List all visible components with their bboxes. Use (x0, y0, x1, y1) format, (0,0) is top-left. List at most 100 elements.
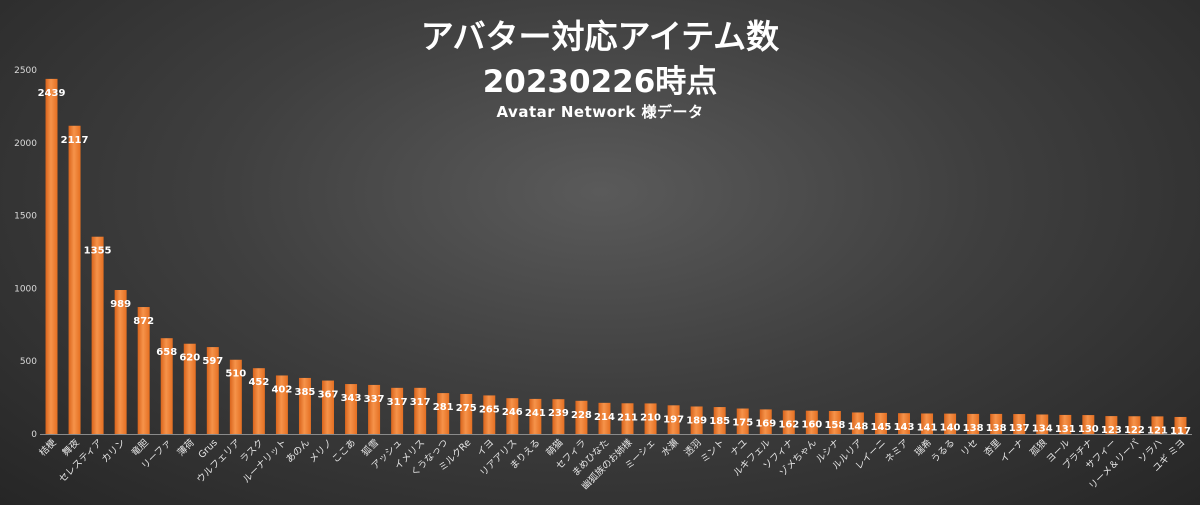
bar (1013, 414, 1026, 434)
x-tick-label: うるる (929, 437, 957, 465)
data-label: 265 (479, 404, 500, 415)
data-label: 402 (271, 384, 292, 395)
bar (137, 307, 150, 434)
bar (805, 410, 818, 434)
bar (851, 412, 864, 434)
bar (45, 78, 58, 434)
data-label: 158 (824, 420, 845, 431)
bar (1036, 414, 1049, 434)
x-tick-label: ネミア (883, 437, 911, 465)
bar (921, 413, 934, 434)
bar (1151, 416, 1164, 434)
data-label: 162 (778, 419, 799, 430)
bar (1105, 416, 1118, 434)
bar (944, 413, 957, 434)
axis-layer: 0 500 1000 1500 2000 2500 (14, 66, 1192, 440)
data-label: 317 (410, 397, 431, 408)
x-tick-label: メリノ (307, 437, 335, 465)
data-label: 337 (364, 394, 385, 405)
bar (206, 347, 219, 434)
bar (874, 412, 887, 434)
x-tick-label: リセ (959, 437, 980, 458)
data-label: 275 (456, 403, 477, 414)
data-label: 185 (709, 416, 730, 427)
data-label: 241 (525, 408, 546, 419)
bar (690, 406, 703, 434)
data-label: 872 (133, 316, 154, 327)
data-label: 452 (248, 377, 269, 388)
bar (91, 236, 104, 434)
x-tick-label: 薄荷 (175, 436, 197, 458)
x-tick-label: 桔梗 (37, 436, 59, 458)
data-label: 143 (894, 422, 915, 433)
x-tick-label: ここあ (330, 437, 358, 465)
data-label: 211 (617, 412, 638, 423)
bar (1128, 416, 1141, 434)
bar (713, 407, 726, 434)
bar (322, 380, 334, 434)
bar (898, 413, 910, 434)
data-label: 597 (202, 356, 223, 367)
bar (782, 410, 795, 434)
data-label: 317 (387, 397, 408, 408)
y-tick-label: 2000 (14, 139, 37, 149)
data-label: 239 (548, 408, 569, 419)
data-label: 189 (686, 415, 707, 426)
bar (529, 398, 542, 434)
data-label: 210 (640, 412, 661, 423)
bar (598, 402, 611, 434)
data-label: 620 (179, 353, 200, 364)
bar (252, 368, 265, 434)
data-label: 138 (963, 423, 984, 434)
bar (736, 408, 749, 434)
bar (667, 405, 680, 434)
data-label: 169 (755, 418, 776, 429)
data-label: 228 (571, 410, 592, 421)
x-tick-label: あのん (284, 437, 312, 465)
x-tick-label: 水瀬 (659, 436, 681, 458)
bar (275, 375, 288, 434)
data-label: 137 (1009, 423, 1030, 434)
chart-subtitle: 20230226時点 (482, 64, 718, 100)
bar (552, 399, 565, 434)
chart-source-note: Avatar Network 様データ (496, 103, 704, 121)
data-label: 122 (1124, 425, 1145, 436)
y-tick-label: 2500 (14, 66, 37, 76)
data-label: 121 (1147, 425, 1168, 436)
data-label: 281 (433, 402, 454, 413)
data-label: 989 (110, 299, 131, 310)
data-label: 2117 (61, 135, 89, 146)
bar (1082, 415, 1095, 434)
y-tick-label: 500 (20, 357, 37, 367)
bar (414, 387, 427, 434)
data-label: 131 (1055, 424, 1076, 435)
data-label: 2439 (38, 88, 66, 99)
data-label: 197 (663, 414, 684, 425)
data-label: 385 (295, 387, 316, 398)
data-label: 367 (318, 390, 339, 401)
bar (1174, 416, 1187, 434)
data-label: 160 (801, 420, 822, 431)
data-label: 117 (1170, 426, 1191, 437)
bar (506, 398, 519, 434)
bar (644, 403, 657, 434)
bar (828, 411, 841, 434)
y-tick-label: 1000 (14, 284, 37, 294)
y-tick-label: 0 (31, 430, 37, 440)
bar (759, 409, 772, 434)
data-label: 510 (225, 369, 246, 380)
data-label: 130 (1078, 424, 1099, 435)
data-label: 175 (732, 418, 753, 429)
chart-title: アバター対応アイテム数 (420, 17, 780, 56)
bar (437, 393, 450, 434)
bar-layer (45, 78, 1187, 434)
data-label: 138 (986, 423, 1007, 434)
data-label: 1355 (84, 246, 112, 257)
bar (621, 403, 634, 434)
bar (990, 413, 1003, 434)
data-label: 134 (1032, 423, 1053, 434)
bar (183, 343, 196, 434)
bar (114, 290, 127, 434)
bar (483, 395, 496, 434)
